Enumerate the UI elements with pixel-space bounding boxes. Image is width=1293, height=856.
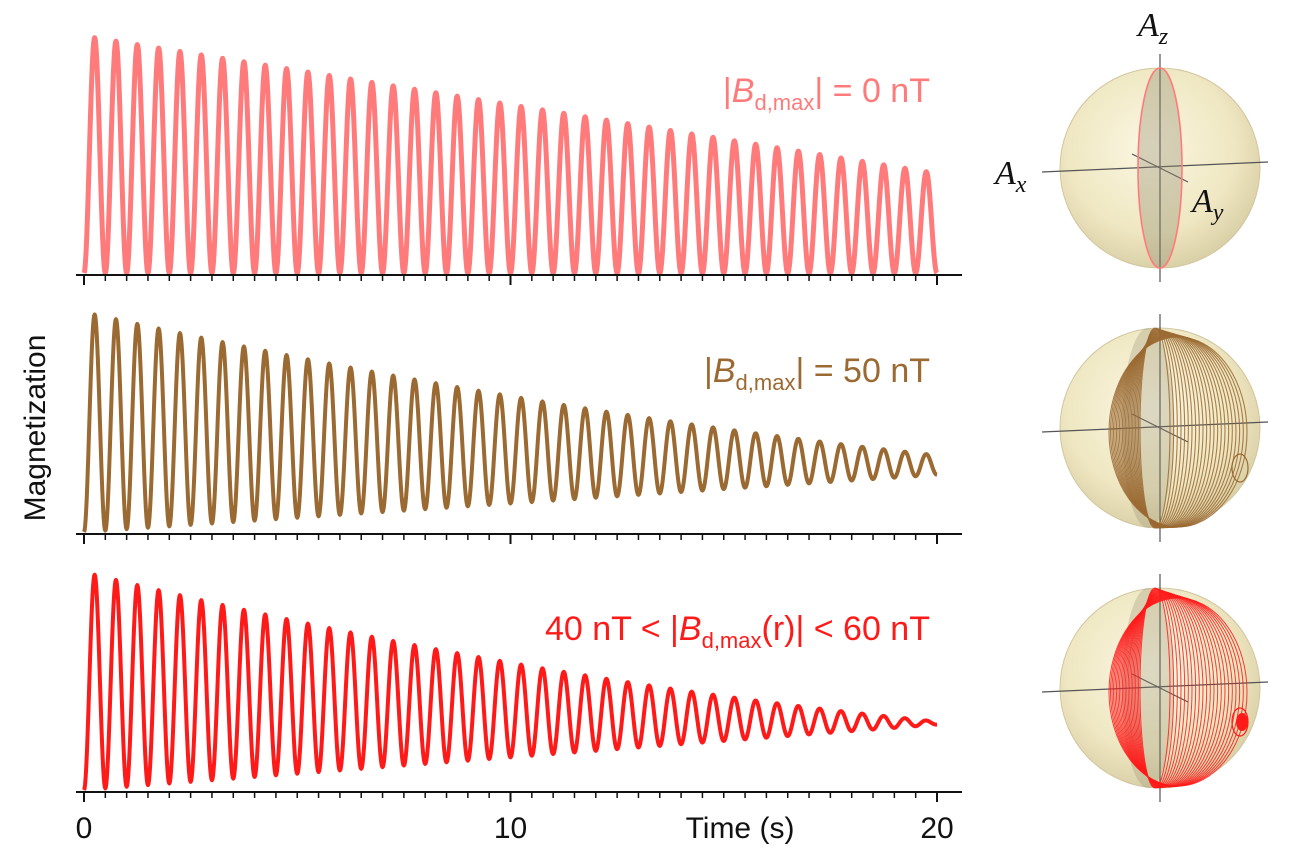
sphere-y-axis	[1131, 673, 1189, 703]
sphere-range	[1041, 574, 1269, 802]
spheres	[1041, 54, 1269, 802]
series-label-zero: |Bd,max| = 0 nT	[723, 72, 930, 115]
ax-axis-label: Ax	[993, 155, 1027, 198]
series-label-range: 40 nT < |Bd,max(r)| < 60 nT	[545, 610, 930, 653]
sphere-zero	[1041, 54, 1269, 282]
sphere-x-axis	[1041, 161, 1269, 173]
y-axis-label: Magnetization	[19, 335, 52, 522]
sphere-end-point	[1236, 713, 1248, 731]
x-tick-labels: 0 10 20	[76, 812, 954, 845]
panel-zero: |Bd,max| = 0 nT	[76, 35, 962, 285]
series-line-range	[82, 572, 939, 791]
sphere-trajectory-loop	[1108, 597, 1248, 787]
sphere-end-cluster	[1231, 453, 1249, 483]
panel-range: 40 nT < |Bd,max(r)| < 60 nT	[76, 572, 962, 802]
x-axis-label: Time (s)	[686, 812, 795, 845]
ay-axis-label: Ay	[1190, 183, 1224, 226]
sphere-trajectory	[1137, 67, 1183, 269]
az-axis-label: Az	[1136, 7, 1169, 50]
sphere-fifty	[1041, 314, 1269, 542]
x-tick-label: 0	[76, 812, 93, 845]
sphere-y-axis	[1131, 153, 1189, 183]
sphere-trajectory-loop	[1108, 336, 1248, 528]
panels: |Bd,max| = 0 nT |Bd,max| = 50 nT 40 nT < |…	[76, 35, 962, 802]
x-tick-label: 10	[494, 812, 527, 845]
series-line-zero	[81, 35, 939, 276]
series-line-fifty	[82, 312, 939, 533]
sphere-x-axis	[1041, 421, 1269, 433]
panel-fifty: |Bd,max| = 50 nT	[76, 312, 962, 544]
sphere-y-axis	[1131, 413, 1189, 443]
sphere-x-axis	[1041, 681, 1269, 693]
x-tick-label: 20	[920, 812, 953, 845]
series-label-fifty: |Bd,max| = 50 nT	[704, 352, 930, 395]
